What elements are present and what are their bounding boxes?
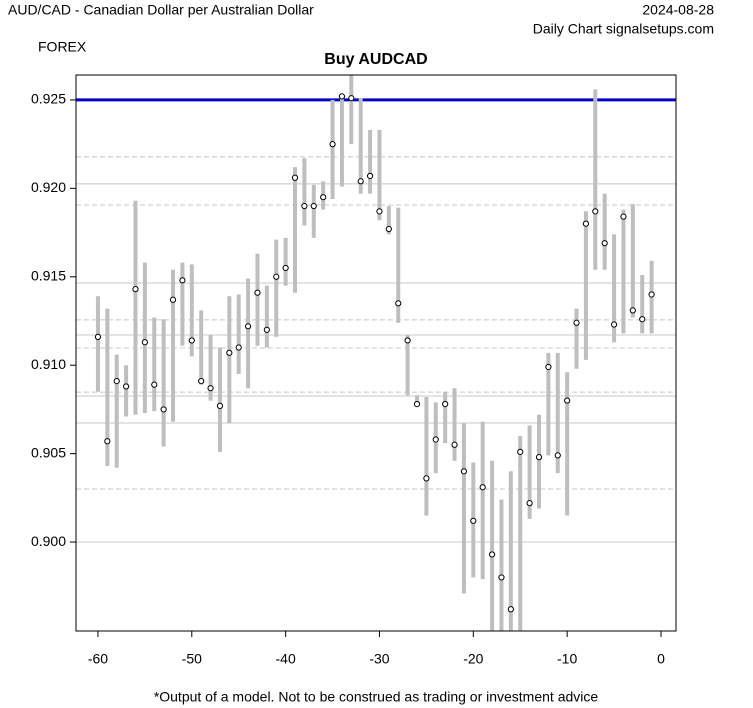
close-point — [517, 448, 524, 455]
y-tick-label: 0.910 — [31, 356, 66, 372]
close-point — [639, 316, 646, 323]
y-tick-label: 0.925 — [31, 91, 66, 107]
x-tick-label: -40 — [276, 651, 296, 667]
close-point — [564, 397, 571, 404]
date-label: 2024-08-28 — [642, 2, 714, 18]
close-point — [545, 363, 552, 371]
close-point — [348, 95, 355, 102]
close-point — [423, 475, 430, 482]
close-point — [207, 385, 214, 392]
x-tick-label: 0 — [657, 651, 665, 667]
close-point — [610, 321, 618, 328]
footnote: *Output of a model. Not to be construed … — [154, 689, 599, 705]
close-point — [366, 172, 374, 180]
close-point — [179, 277, 186, 284]
close-point — [301, 202, 308, 210]
close-point — [395, 300, 402, 307]
x-tick-label: -50 — [182, 651, 202, 667]
close-point — [329, 141, 336, 148]
chart-subtitle: AUD/CAD - Canadian Dollar per Australian… — [8, 2, 314, 18]
close-point — [479, 484, 486, 491]
close-point — [460, 468, 468, 475]
market-label: FOREX — [38, 39, 87, 55]
close-point — [235, 344, 242, 351]
close-point — [291, 174, 299, 181]
close-point — [648, 291, 655, 298]
x-tick-label: -30 — [369, 651, 389, 667]
close-point — [132, 286, 139, 293]
close-point — [442, 401, 449, 408]
x-tick-label: -20 — [463, 651, 483, 667]
close-point — [629, 307, 636, 314]
close-point — [320, 194, 327, 201]
close-point — [254, 289, 261, 296]
close-point — [104, 438, 111, 445]
close-point — [226, 349, 233, 356]
y-tick-label: 0.900 — [31, 533, 66, 549]
close-point — [123, 383, 130, 390]
close-point — [263, 326, 270, 333]
x-tick-label: -60 — [88, 651, 108, 667]
source-label: Daily Chart signalsetups.com — [533, 21, 714, 37]
close-point — [244, 323, 252, 330]
close-point — [451, 441, 458, 448]
close-point — [601, 240, 608, 247]
chart-title: Buy AUDCAD — [324, 51, 427, 68]
close-point — [526, 500, 533, 507]
close-point — [357, 178, 364, 185]
close-point — [573, 319, 580, 326]
close-point — [488, 551, 496, 558]
close-point — [620, 213, 627, 220]
close-point — [188, 337, 195, 344]
close-point — [113, 378, 120, 385]
close-point — [198, 378, 205, 385]
close-point — [94, 333, 102, 341]
close-point — [535, 454, 543, 461]
plot-frame — [75, 74, 677, 632]
plot-area — [76, 75, 676, 631]
close-point — [592, 208, 599, 215]
close-point — [338, 93, 346, 100]
close-point — [273, 273, 280, 280]
close-point — [216, 402, 224, 409]
close-point — [141, 339, 148, 346]
close-point — [151, 381, 158, 388]
close-point — [404, 337, 411, 344]
y-tick-label: 0.915 — [31, 267, 66, 283]
close-point — [554, 452, 561, 459]
x-tick-label: -10 — [557, 651, 577, 667]
close-point — [282, 264, 289, 272]
close-point — [413, 401, 421, 408]
close-point — [582, 220, 590, 227]
close-point — [385, 225, 392, 233]
close-point — [160, 406, 167, 413]
close-point — [310, 202, 317, 210]
close-point — [498, 574, 505, 581]
close-point — [169, 296, 177, 303]
close-point — [507, 606, 514, 613]
close-point — [470, 517, 477, 524]
y-tick-label: 0.905 — [31, 444, 66, 460]
close-point — [432, 436, 439, 443]
close-point — [376, 208, 383, 215]
y-tick-label: 0.920 — [31, 179, 66, 195]
